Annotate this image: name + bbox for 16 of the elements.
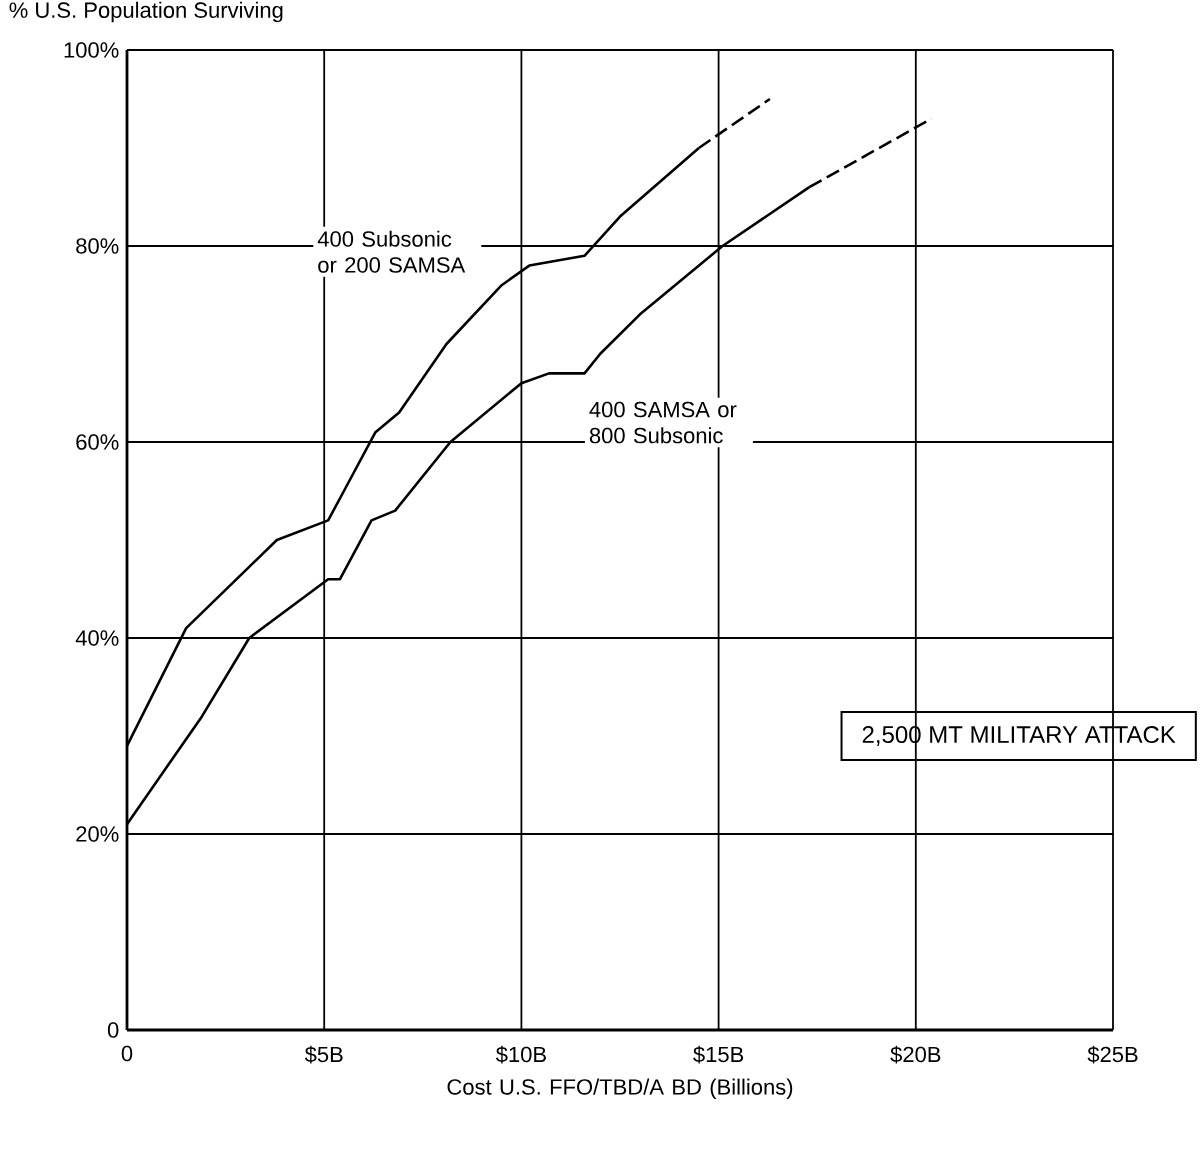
x-tick-label: 0 bbox=[121, 1045, 133, 1062]
x-tick-label: $15B bbox=[693, 1045, 744, 1064]
x-tick-label: $10B bbox=[495, 1045, 546, 1064]
series-label: 400 Subsonic or 200 SAMSA bbox=[317, 230, 466, 273]
y-tick-label: 40% bbox=[75, 630, 119, 646]
y-tick-label: 100% bbox=[64, 42, 119, 58]
x-tick-label: $20B bbox=[890, 1045, 941, 1064]
y-axis-title: % U.S. Population Surviving bbox=[9, 1, 283, 23]
y-tick-label: 20% bbox=[76, 826, 119, 842]
series-label: 400 SAMSA or 800 Subsonic bbox=[589, 401, 737, 444]
y-tick-label: 60% bbox=[76, 434, 119, 450]
y-tick-label: 0 bbox=[107, 1022, 119, 1038]
x-axis-title: Cost U.S. FFO/TBD/A BD (Billions) bbox=[447, 1078, 793, 1100]
x-tick-label: $25B bbox=[1087, 1045, 1138, 1064]
x-tick-label: $5B bbox=[304, 1045, 343, 1064]
y-tick-label: 80% bbox=[76, 238, 119, 254]
